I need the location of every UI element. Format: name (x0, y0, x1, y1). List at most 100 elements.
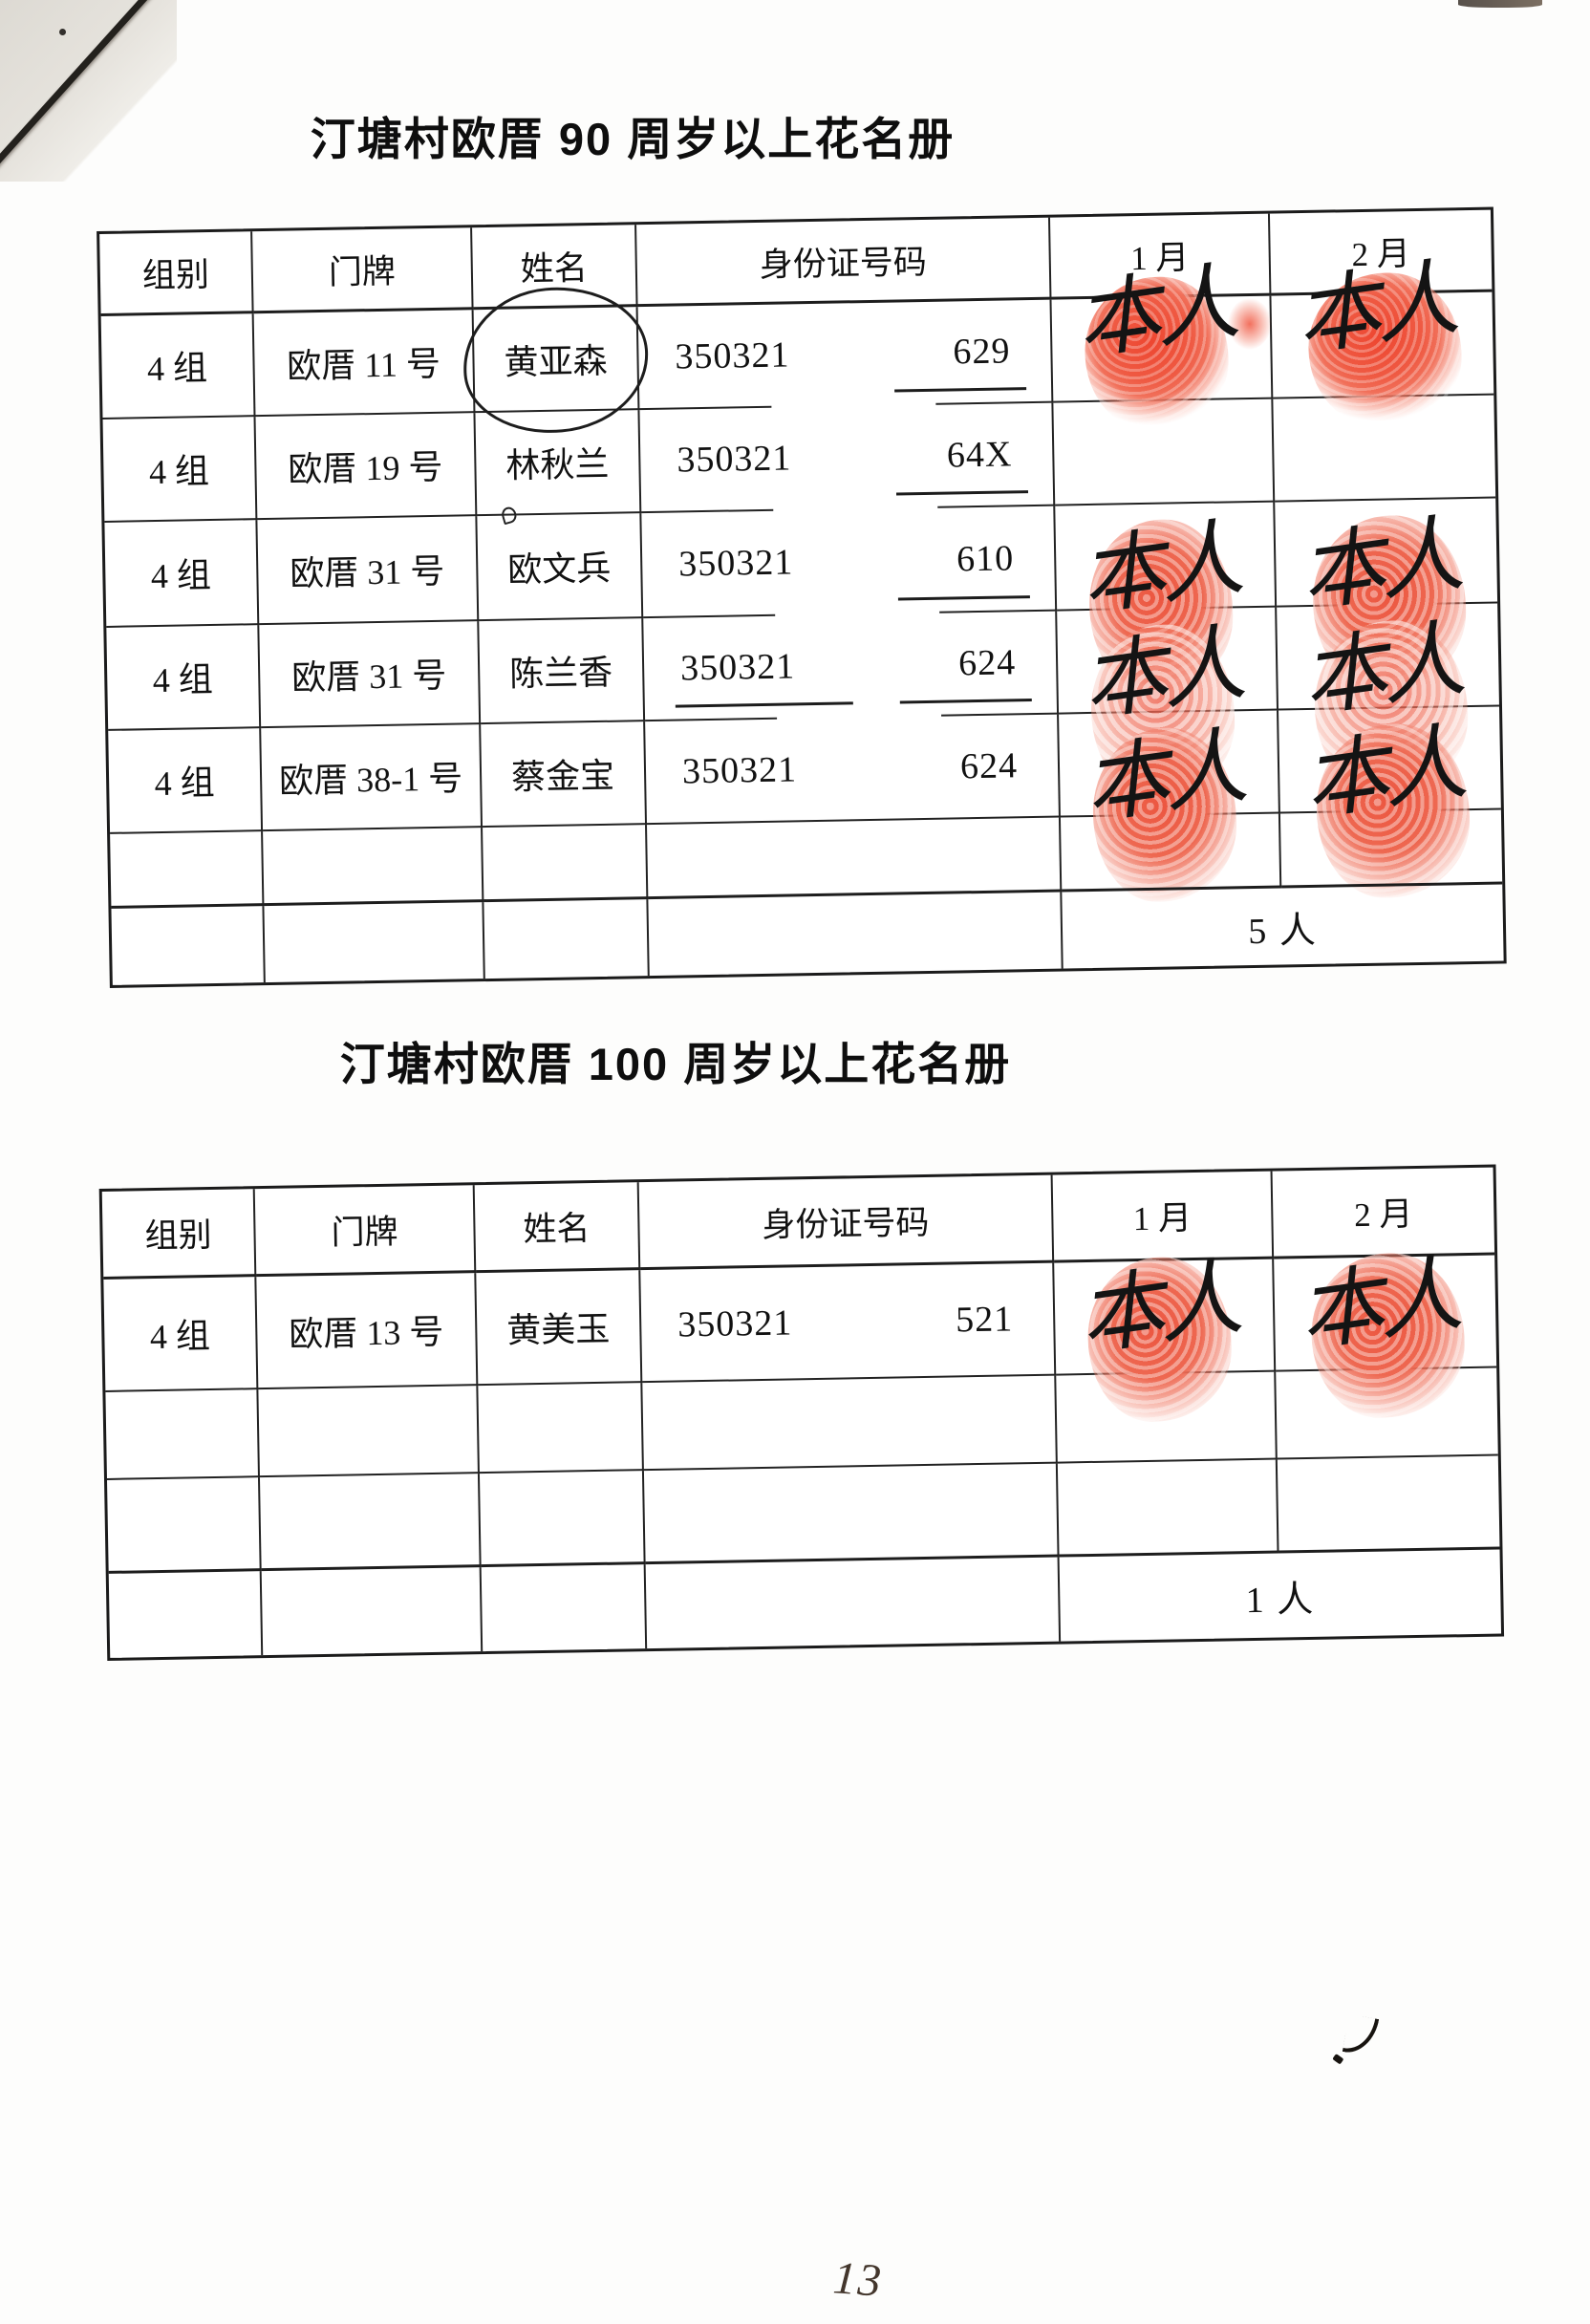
redaction-edge-line (899, 699, 1032, 704)
house-cell: 欧厝 19 号 (255, 413, 478, 521)
empty-cell (1277, 1455, 1500, 1554)
id-suffix: 521 (955, 1299, 1014, 1341)
header-house: 门牌 (252, 227, 474, 314)
jan-cell: 本人 (1051, 249, 1274, 432)
empty-cell (1279, 809, 1503, 889)
header-group: 组别 (99, 231, 254, 316)
empty-cell (645, 1557, 1062, 1649)
name-cell: 黄亚森 (457, 279, 655, 441)
summary-count: 5 人 (1247, 910, 1319, 952)
name-cell: 欧文兵 (477, 513, 644, 622)
header-id: 身份证号码 (636, 217, 1052, 308)
fingerprint-stamp: 本人 (1057, 608, 1277, 800)
empty-cell (1057, 1459, 1279, 1558)
fingerprint-stamp: 本人 (1271, 246, 1493, 427)
empty-cell (481, 1564, 648, 1652)
jan-cell: 本人 (1055, 502, 1278, 695)
redaction-edge-line (897, 595, 1030, 601)
fingerprint-stamp: 本人 (1275, 499, 1497, 691)
house-cell: 欧厝 11 号 (253, 310, 476, 418)
fingerprint-stamp: 本人 (1054, 1245, 1274, 1423)
id-number-cell: 350321 629 (637, 299, 1054, 411)
empty-cell (648, 892, 1064, 977)
empty-cell (108, 1571, 264, 1658)
id-prefix: 350321 (676, 438, 792, 481)
id-number-cell: 350321 624 (645, 714, 1061, 826)
group-cell: 4 组 (100, 313, 256, 420)
id-prefix: 350321 (675, 334, 790, 377)
fingerprint-stamp: 本人 (1059, 711, 1278, 903)
group-cell: 4 组 (106, 625, 262, 731)
header-house: 门牌 (254, 1185, 477, 1278)
id-prefix: 350321 (679, 646, 796, 689)
id-number-cell: 350321 624 (643, 611, 1060, 722)
empty-cell (107, 1477, 262, 1574)
empty-cell (1060, 813, 1282, 893)
group-cell: 4 组 (103, 1277, 259, 1392)
empty-cell (259, 1474, 482, 1572)
resident-name: 林秋兰 (505, 444, 610, 485)
handwritten-squiggle (1342, 2013, 1380, 2057)
id-suffix: 610 (956, 538, 1015, 580)
id-prefix: 350321 (677, 542, 794, 585)
name-cell: 陈兰香 (479, 618, 646, 725)
fingerprint-stamp: 本人 (1055, 503, 1275, 695)
empty-cell (483, 899, 650, 979)
name-cell: 林秋兰 (475, 410, 642, 526)
id-number-cell: 350321 64X (639, 402, 1056, 514)
header-feb: 2 月 (1269, 209, 1493, 296)
summary-cell: 1 人 (1060, 1550, 1501, 1642)
empty-cell (264, 902, 485, 983)
empty-cell (110, 831, 265, 909)
fingerprint-stamp: 本人 (1277, 604, 1499, 796)
jan-cell: 本人 (1059, 710, 1280, 903)
group-cell: 4 组 (104, 520, 260, 628)
empty-cell (1056, 1371, 1278, 1464)
roster-title-100: 汀塘村欧厝 100 周岁以上花名册 (339, 1039, 1012, 1090)
house-cell: 欧厝 31 号 (257, 516, 480, 626)
header-group: 组别 (101, 1189, 257, 1280)
empty-cell (1276, 1367, 1498, 1460)
feb-cell (1273, 395, 1496, 503)
redaction-edge-line (894, 387, 1027, 393)
house-cell: 欧厝 31 号 (259, 621, 482, 729)
header-name: 姓名 (474, 1182, 641, 1274)
scan-speck (59, 29, 66, 35)
id-prefix: 350321 (681, 749, 798, 792)
fingerprint-stamp: 本人 (1051, 249, 1271, 432)
scan-edge-smudge (1458, 0, 1542, 8)
id-suffix: 64X (946, 434, 1013, 476)
group-cell: 4 组 (102, 417, 258, 523)
empty-cell (647, 817, 1063, 900)
group-cell: 4 组 (108, 728, 264, 834)
jan-cell (1053, 398, 1276, 506)
summary-count: 1 人 (1245, 1579, 1316, 1621)
house-cell: 欧厝 13 号 (256, 1273, 479, 1390)
header-jan: 1 月 (1052, 1171, 1275, 1263)
feb-cell: 本人 (1278, 706, 1501, 899)
header-jan: 1 月 (1049, 213, 1272, 300)
feb-cell: 本人 (1274, 1241, 1497, 1419)
empty-cell (642, 1375, 1058, 1472)
house-cell: 欧厝 38-1 号 (261, 724, 483, 832)
jan-cell: 本人 (1054, 1245, 1277, 1423)
empty-cell (263, 828, 484, 907)
empty-cell (261, 1567, 483, 1656)
empty-cell (111, 906, 266, 985)
feb-cell: 本人 (1271, 246, 1494, 427)
id-suffix: 629 (953, 331, 1011, 373)
feb-cell: 本人 (1275, 498, 1498, 691)
handwritten-page-number: 13 (831, 2252, 885, 2307)
jan-cell: 本人 (1057, 607, 1279, 800)
scan-corner-shadow (0, 0, 177, 182)
empty-cell (483, 825, 649, 903)
name-cell: 黄美玉 (476, 1270, 643, 1387)
redaction-edge-line (675, 701, 853, 708)
empty-cell (478, 1383, 644, 1474)
fingerprint-stamp: 本人 (1274, 1241, 1496, 1419)
fingerprint-stamp: 本人 (1278, 707, 1501, 899)
id-number-cell: 350321 521 (640, 1262, 1057, 1384)
